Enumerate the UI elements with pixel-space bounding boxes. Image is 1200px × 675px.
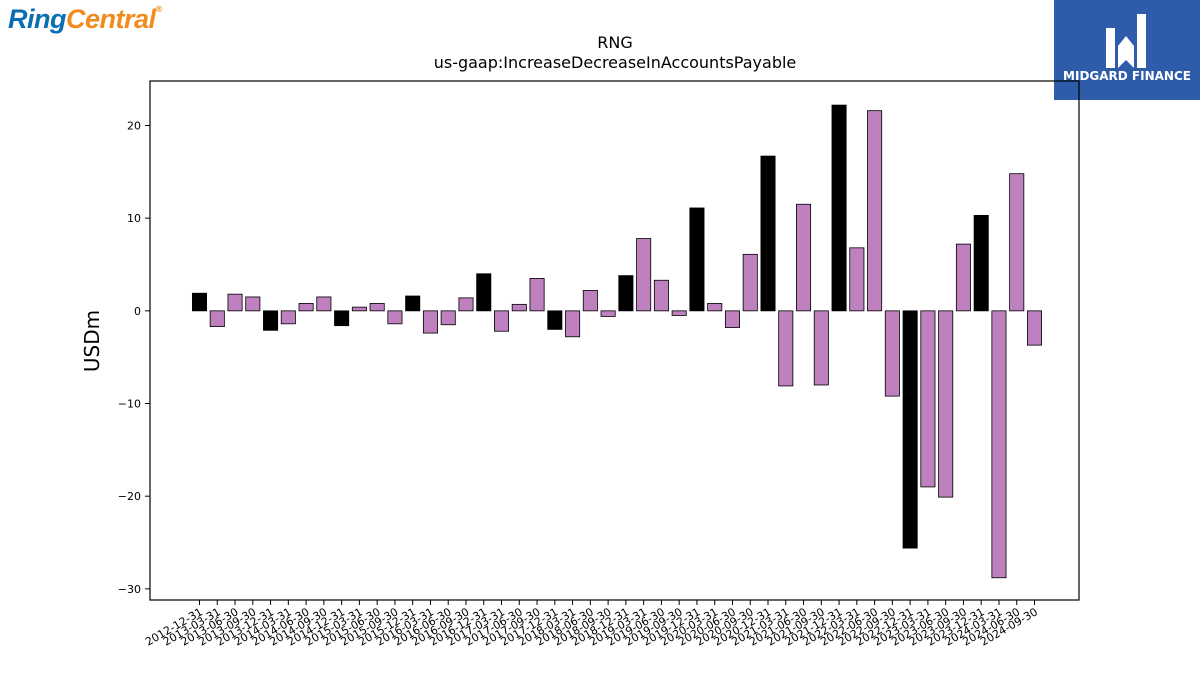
y-tick-label: 20	[127, 119, 141, 132]
bar-2016-12-31	[476, 273, 492, 312]
bar-2012-12-31	[191, 292, 208, 312]
bar-2014-09-30	[316, 296, 332, 312]
bar-2020-03-31	[707, 303, 723, 312]
bar-2016-03-31	[422, 310, 438, 334]
midgard-finance-text: MIDGARD FINANCE	[1063, 69, 1191, 83]
bar-2019-06-30	[653, 279, 669, 312]
y-tick-label: −30	[118, 583, 141, 596]
logo-registered-mark: ®	[155, 4, 163, 14]
bar-2023-09-30	[955, 243, 971, 312]
bar-2017-09-30	[529, 278, 545, 312]
y-tick-label: −20	[118, 490, 141, 503]
bar-2022-06-30	[867, 110, 883, 312]
y-axis: −30 −20 −10 0 10 20	[118, 119, 150, 596]
bar-2014-12-31	[334, 310, 350, 327]
bar-2013-09-30	[245, 296, 261, 312]
bar-2022-09-30	[884, 310, 900, 397]
bar-2024-06-30	[1009, 173, 1025, 312]
bar-2024-09-30	[1026, 310, 1043, 346]
bar-2023-03-31	[920, 310, 936, 488]
chart-subtitle: us-gaap:IncreaseDecreaseInAccountsPayabl…	[434, 53, 797, 72]
bar-2014-06-30	[298, 303, 314, 312]
bar-2021-09-30	[813, 310, 829, 386]
bar-2013-06-30	[227, 293, 243, 312]
chart-title: RNG	[597, 33, 632, 52]
bar-2015-12-31	[405, 295, 421, 312]
bar-2021-06-30	[796, 203, 812, 312]
bar-2023-12-31	[973, 214, 989, 312]
y-tick-label: 10	[127, 212, 141, 225]
bar-2016-09-30	[458, 297, 474, 312]
bar-2014-03-31	[280, 310, 296, 325]
ringcentral-logo: RingCentral®	[8, 4, 162, 35]
midgard-emblem-icon	[1106, 14, 1146, 68]
logo-central-text: Central	[66, 4, 156, 34]
bar-2022-12-31	[902, 310, 918, 549]
bar-2020-09-30	[742, 253, 758, 312]
y-tick-label: 0	[134, 305, 141, 318]
bar-2021-12-31	[831, 104, 847, 312]
x-axis: 2012-12-312013-03-312013-06-302013-09-30…	[143, 600, 1040, 649]
bar-2018-03-31	[565, 310, 581, 338]
y-tick-label: −10	[118, 398, 141, 411]
bar-2020-06-30	[724, 310, 740, 328]
bar-2020-12-31	[760, 155, 776, 312]
bar-2018-06-30	[582, 290, 598, 312]
bars-group	[191, 104, 1043, 579]
bar-2013-03-31	[209, 310, 225, 327]
bar-2016-06-30	[440, 310, 456, 326]
bar-2022-03-31	[849, 247, 865, 312]
bar-2024-03-31	[991, 310, 1007, 579]
bar-2015-06-30	[369, 303, 385, 312]
y-axis-label: USDm	[80, 310, 104, 372]
plot-frame	[149, 80, 1080, 601]
bar-2013-12-31	[263, 310, 279, 331]
bar-2015-09-30	[387, 310, 403, 325]
bar-2017-06-30	[511, 303, 527, 312]
bar-2021-03-31	[778, 310, 794, 387]
bar-2018-12-31	[618, 275, 634, 312]
bar-2019-12-31	[689, 207, 705, 312]
bar-2019-09-30	[671, 310, 687, 316]
bar-2018-09-30	[600, 310, 616, 317]
bar-2017-03-31	[494, 310, 510, 332]
bar-2017-12-31	[547, 310, 563, 330]
bar-2019-03-31	[636, 238, 652, 312]
logo-ring-text: Ring	[8, 4, 67, 34]
bar-2015-03-31	[351, 306, 367, 312]
midgard-finance-logo: MIDGARD FINANCE	[1054, 0, 1200, 100]
bar-2023-06-30	[938, 310, 954, 498]
